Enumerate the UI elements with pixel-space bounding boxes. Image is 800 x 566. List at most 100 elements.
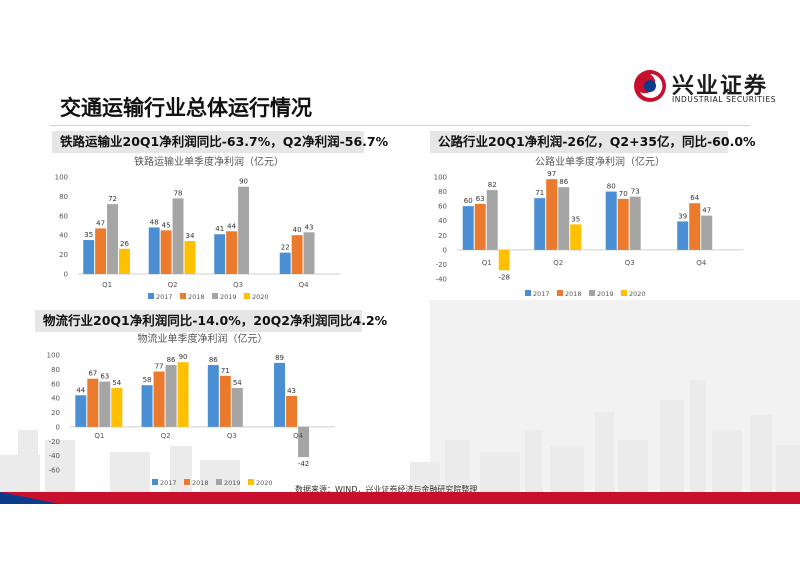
y-tick-label: 100 (47, 352, 60, 360)
legend-label: 2020 (252, 293, 269, 301)
bar (141, 385, 153, 427)
bar (238, 186, 249, 274)
legend-label: 2018 (192, 479, 209, 487)
bottom-brand-bar (0, 492, 800, 504)
title-divider (50, 125, 750, 126)
bar (462, 206, 474, 250)
legend-swatch (621, 290, 627, 296)
data-label: 86 (209, 356, 218, 364)
chart-title: 公路业单季度净利润（亿元） (535, 155, 665, 168)
data-label: 54 (233, 379, 242, 387)
bar (286, 395, 298, 427)
bar (534, 198, 546, 250)
data-label: 71 (221, 367, 230, 375)
data-label: 44 (227, 222, 236, 230)
data-label: 90 (239, 178, 248, 186)
bar (107, 204, 118, 274)
y-tick-label: 40 (51, 395, 60, 403)
data-label: 44 (76, 386, 85, 394)
bar (629, 196, 641, 250)
y-tick-label: 20 (59, 251, 68, 259)
category-label: Q1 (102, 281, 112, 289)
category-label: Q4 (293, 432, 304, 440)
data-label: 54 (112, 379, 121, 387)
legend-swatch (184, 479, 190, 485)
data-label: 48 (150, 218, 159, 226)
bar (118, 248, 130, 274)
data-label: 80 (607, 183, 616, 191)
y-tick-label: 40 (59, 232, 68, 240)
data-label: 78 (174, 189, 183, 197)
bar (570, 224, 582, 250)
legend-label: 2019 (224, 479, 241, 487)
y-tick-label: 80 (438, 188, 447, 196)
data-label: 72 (108, 195, 117, 203)
legend-label: 2018 (565, 290, 582, 298)
data-label: 47 (702, 207, 711, 215)
bar (177, 362, 189, 427)
data-label: 86 (167, 356, 176, 364)
bar (279, 252, 291, 274)
legend-swatch (244, 293, 250, 299)
data-label: -42 (298, 460, 309, 468)
category-label: Q2 (168, 281, 178, 289)
bar (99, 381, 111, 427)
highway-panel-header: 公路行业20Q1净利润-26亿，Q2+35亿，同比-60.0% (430, 131, 756, 153)
category-label: Q2 (553, 259, 563, 267)
bar (689, 203, 701, 250)
y-tick-label: 60 (51, 380, 60, 388)
bar (617, 198, 629, 250)
data-label: 45 (162, 221, 171, 229)
data-label: 41 (215, 225, 224, 233)
data-label: 43 (305, 223, 314, 231)
bar (75, 395, 87, 427)
bar (184, 241, 196, 274)
data-label: 47 (96, 219, 105, 227)
legend-swatch (212, 293, 218, 299)
data-label: 39 (678, 212, 687, 220)
data-label: 43 (287, 387, 296, 395)
logo-cn-text: 兴业证券 (672, 74, 769, 99)
y-tick-label: 80 (51, 366, 60, 374)
legend-swatch (152, 479, 158, 485)
y-tick-label: 80 (59, 193, 68, 201)
data-label: 35 (571, 215, 580, 223)
legend-label: 2020 (629, 290, 646, 298)
data-label: 63 (476, 195, 485, 203)
bar (701, 215, 713, 250)
category-label: Q3 (625, 259, 635, 267)
bar (474, 203, 486, 250)
legend-label: 2017 (533, 290, 550, 298)
bar (87, 378, 99, 427)
legend-label: 2017 (156, 293, 173, 301)
legend-swatch (148, 293, 154, 299)
bar (160, 230, 172, 274)
bar (486, 190, 498, 250)
data-label: -28 (499, 273, 510, 281)
data-label: 97 (547, 170, 556, 178)
legend-swatch (180, 293, 186, 299)
category-label: Q4 (696, 259, 707, 267)
y-tick-label: -60 (49, 467, 60, 475)
y-tick-label: -20 (49, 438, 60, 446)
bar (148, 227, 160, 274)
bar (111, 388, 123, 427)
bar (226, 231, 238, 274)
legend-swatch (216, 479, 222, 485)
chart-title: 铁路运输业单季度净利润（亿元） (134, 155, 284, 168)
page-title: 交通运输行业总体运行情况 (60, 96, 312, 120)
legend-label: 2018 (188, 293, 205, 301)
y-tick-label: 100 (434, 174, 447, 182)
legend-swatch (525, 290, 531, 296)
category-label: Q3 (227, 432, 237, 440)
y-tick-label: 60 (59, 212, 68, 220)
legend-swatch (589, 290, 595, 296)
bar (558, 187, 570, 250)
y-tick-label: 0 (443, 246, 447, 254)
data-label: 77 (155, 363, 164, 371)
y-tick-label: -40 (49, 452, 60, 460)
data-label: 67 (88, 370, 97, 378)
category-label: Q1 (94, 432, 104, 440)
